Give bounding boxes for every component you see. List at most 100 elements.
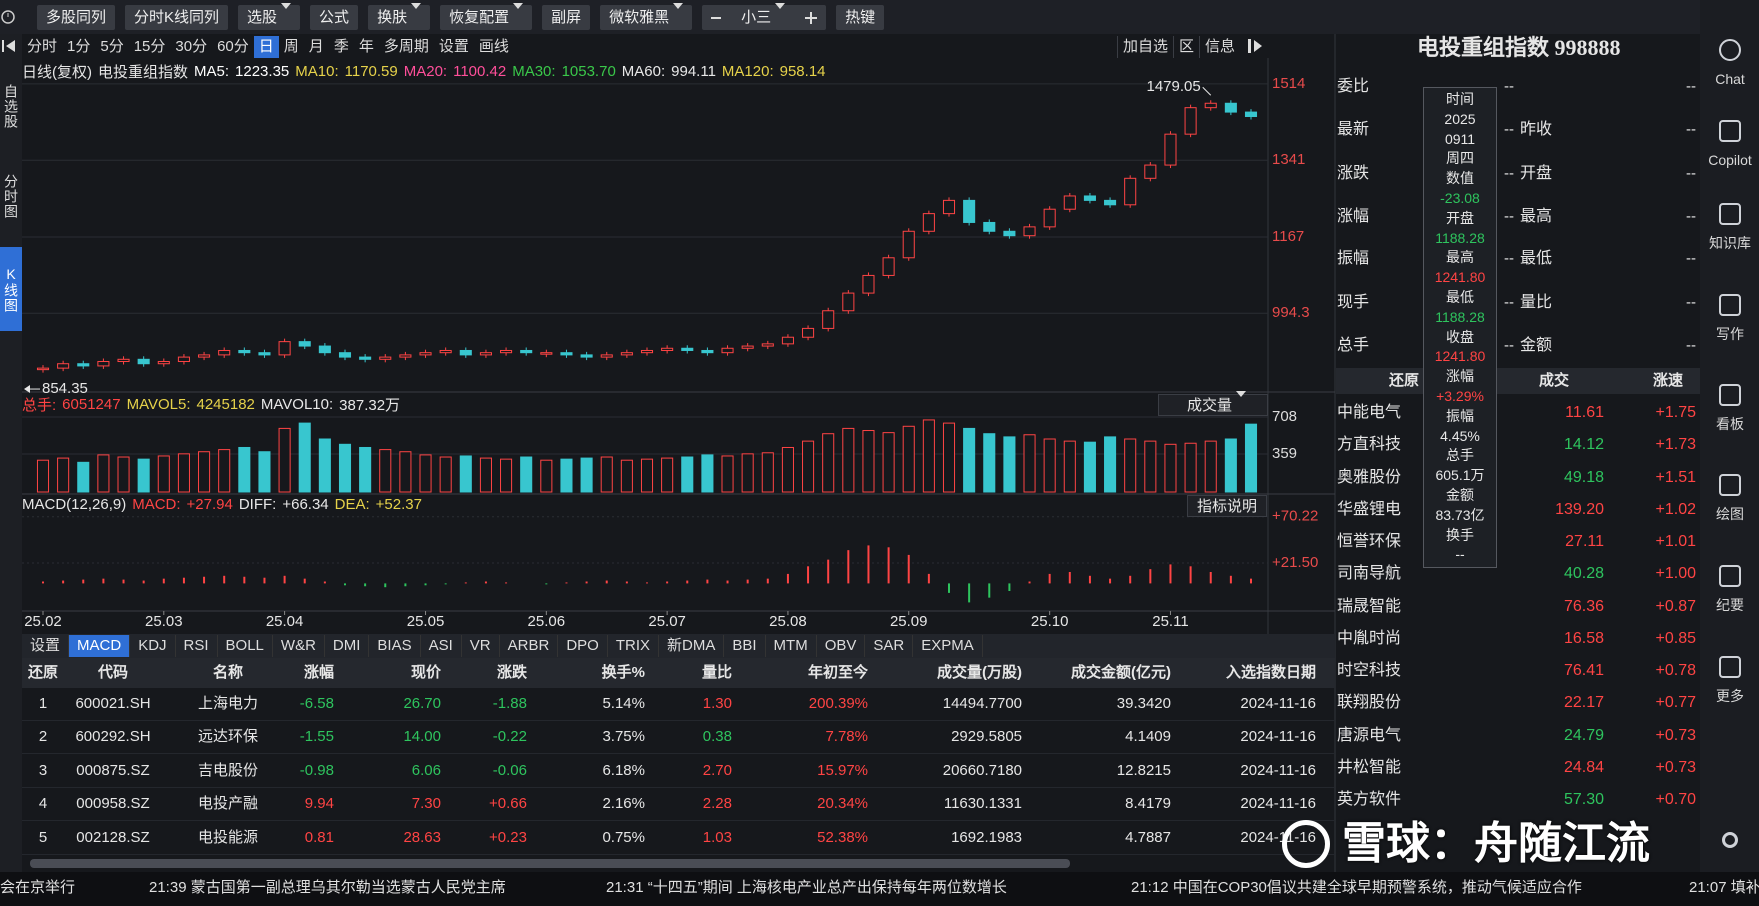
toolbar-button[interactable]: 热键 [836, 5, 885, 30]
indicator-tab[interactable]: BIAS [369, 635, 421, 657]
stock-name[interactable]: 司南导航 [1337, 565, 1402, 583]
indicator-tab[interactable]: BBI [724, 635, 766, 657]
sidebar-label[interactable]: 绘图 [1716, 506, 1744, 522]
period-tab[interactable]: 月 [308, 38, 324, 55]
indicator-tab[interactable]: VR [462, 635, 500, 657]
stock-name[interactable]: 联翔股份 [1337, 694, 1402, 712]
sidebar-label[interactable]: Copilot [1708, 152, 1752, 168]
sidebar-label[interactable]: 更多 [1716, 688, 1744, 704]
indicator-tab[interactable]: SAR [865, 635, 914, 657]
indicator-tab[interactable]: MTM [766, 635, 817, 657]
period-tab[interactable]: 5分 [100, 38, 124, 55]
macd-help[interactable]: 指标说明 [1187, 495, 1267, 517]
period-tab[interactable]: 日 [253, 36, 279, 58]
stock-name[interactable]: 恒誉环保 [1337, 533, 1402, 551]
left-tab[interactable]: 自选股 [3, 84, 19, 129]
watermark: 雪球：舟随江流 [1342, 819, 1650, 868]
volume-bar [640, 458, 654, 493]
sidebar-label[interactable]: Chat [1715, 71, 1745, 87]
toolbar-button[interactable]: 选股 [238, 5, 301, 30]
sidebar-label[interactable]: 知识库 [1709, 235, 1751, 251]
chart-action[interactable]: 加自选 [1117, 36, 1173, 58]
period-tab[interactable]: 季 [333, 38, 349, 55]
sidebar-label[interactable]: 纪要 [1716, 597, 1744, 613]
period-tab[interactable]: 设置 [438, 38, 469, 55]
table-cell: 7.30 [411, 795, 441, 813]
indicator-tab[interactable]: 设置 [22, 635, 70, 657]
candle [1244, 111, 1258, 118]
ticker-item[interactable]: 21:31 “十四五”期间 上海核电产业总产出保持每年两位数增长 [606, 879, 1007, 896]
toolbar-button[interactable]: 换肤 [368, 5, 431, 30]
indicator-tab[interactable]: DMI [325, 635, 370, 657]
indicator-tab[interactable]: 新DMA [659, 635, 725, 657]
stock-name[interactable]: 时空科技 [1337, 662, 1402, 680]
stock-name[interactable]: 英方软件 [1337, 791, 1402, 809]
stock-name[interactable]: 瑞晟智能 [1337, 597, 1402, 615]
period-tab[interactable]: 画线 [478, 38, 509, 55]
period-tab[interactable]: 60分 [217, 38, 249, 55]
volume-selector[interactable]: 成交量 [1158, 394, 1268, 416]
sidebar-label[interactable]: 看板 [1716, 416, 1744, 432]
toolbar-button[interactable]: 公式 [310, 5, 359, 30]
left-tab[interactable]: K线图 [0, 247, 22, 331]
indicator-tab[interactable]: KDJ [130, 635, 176, 657]
table-header[interactable]: 成交金额(亿元) [1071, 664, 1171, 681]
stock-name[interactable]: 方直科技 [1337, 436, 1402, 454]
stock-name[interactable]: 中胤时尚 [1337, 629, 1402, 647]
ticker-item[interactable]: 21:12 中国在COP30倡议共建全球早期预警系统，推动气候适应合作 [1131, 879, 1582, 896]
stock-name[interactable]: 中能电气 [1337, 404, 1402, 421]
stock-name[interactable]: 井松智能 [1337, 758, 1402, 776]
indicator-tab[interactable]: RSI [176, 635, 218, 657]
period-tab[interactable]: 年 [358, 38, 374, 55]
left-tab[interactable]: 分时图 [3, 173, 19, 219]
indicator-tab[interactable]: EXPMA [913, 635, 983, 657]
period-tab[interactable]: 多周期 [383, 38, 429, 55]
table-header[interactable]: 涨幅 [303, 664, 334, 681]
toolbar-button[interactable]: 微软雅黑 [600, 5, 693, 30]
table-header[interactable]: 名称 [212, 664, 243, 681]
volume-bar [57, 457, 70, 493]
toolbar-button[interactable]: 恢复配置 [440, 5, 533, 30]
table-header[interactable]: 成交量(万股) [937, 664, 1022, 681]
indicator-tab[interactable]: BOLL [218, 635, 273, 657]
scrollbar[interactable] [30, 859, 1070, 868]
quote-label: 最新 [1337, 121, 1370, 138]
ticker-item[interactable]: 21:07 填补 [1689, 879, 1759, 896]
indicator-tab[interactable]: DPO [558, 635, 608, 657]
toolbar-button[interactable]: 副屏 [542, 5, 591, 30]
indicator-tab[interactable]: TRIX [608, 635, 659, 657]
period-tab[interactable]: 1分 [67, 38, 91, 55]
table-header[interactable]: 现价 [410, 664, 441, 681]
table-header[interactable]: 还原 [27, 664, 58, 681]
toolbar-button[interactable]: 分时K线同列 [125, 5, 229, 30]
price-tick-label: 1167 [1272, 228, 1304, 245]
table-header[interactable]: 换手% [601, 664, 645, 681]
table-header[interactable]: 入选指数日期 [1225, 664, 1316, 681]
indicator-tab[interactable]: W&R [273, 635, 325, 657]
sidebar-icon [1719, 294, 1741, 316]
sidebar-label[interactable]: 写作 [1716, 326, 1744, 342]
period-tab[interactable]: 分时 [27, 38, 58, 55]
toolbar-button[interactable]: 小三 [702, 5, 827, 30]
chart-action[interactable]: 区 [1173, 36, 1199, 58]
toolbar-button[interactable]: 多股同列 [37, 5, 116, 30]
chart-action[interactable]: 信息 [1199, 36, 1240, 58]
period-tab[interactable]: 周 [283, 38, 299, 55]
stock-name[interactable]: 奥雅股份 [1337, 468, 1402, 486]
indicator-tab[interactable]: ASI [421, 635, 462, 657]
stock-name[interactable]: 华盛锂电 [1337, 500, 1402, 518]
volume-bar [580, 457, 593, 493]
ticker-item[interactable]: 21:39 蒙古国第一副总理乌其尔勒当选蒙古人民党主席 [149, 879, 506, 896]
table-header[interactable]: 量比 [701, 664, 732, 681]
period-tab[interactable]: 15分 [133, 38, 166, 55]
table-header[interactable]: 年初至今 [807, 664, 868, 681]
ticker-item[interactable]: 会在京举行 [0, 879, 76, 896]
stock-name[interactable]: 唐源电气 [1337, 726, 1402, 744]
indicator-tab[interactable]: MACD [69, 635, 131, 657]
table-header[interactable]: 涨跌 [496, 664, 527, 681]
indicator-tab[interactable]: ARBR [500, 635, 559, 657]
candle [781, 336, 794, 345]
period-tab[interactable]: 30分 [175, 38, 208, 55]
indicator-tab[interactable]: OBV [817, 635, 866, 657]
table-header[interactable]: 代码 [97, 664, 128, 681]
